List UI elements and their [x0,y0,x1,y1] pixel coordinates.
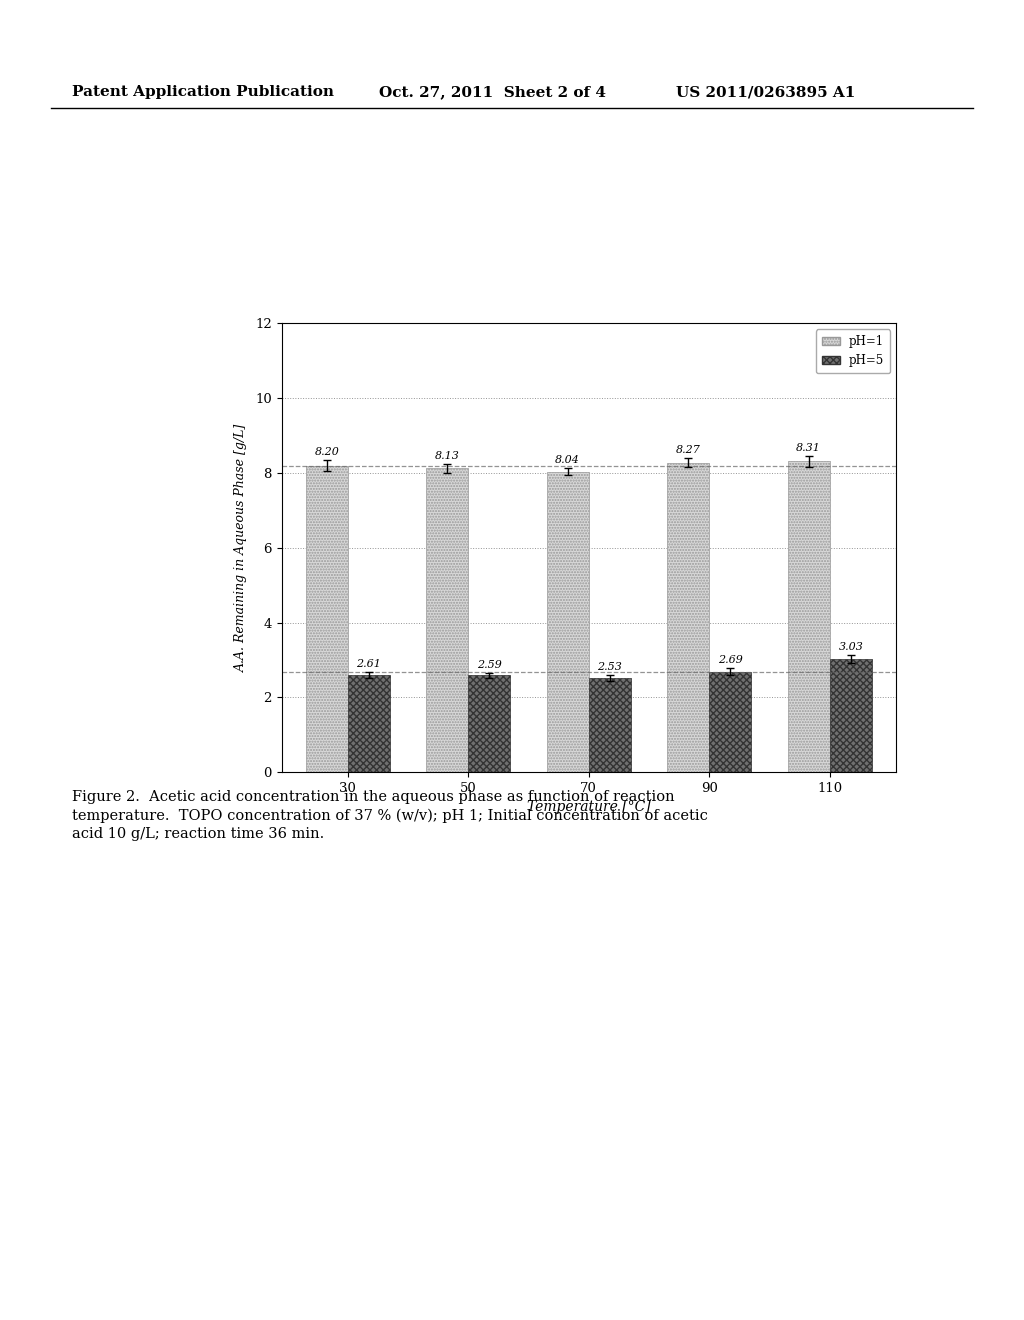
Text: 8.13: 8.13 [435,450,460,461]
Bar [547,471,589,772]
X-axis label: Temperature [°C]: Temperature [°C] [527,800,650,814]
Bar [589,677,631,772]
Text: Patent Application Publication: Patent Application Publication [72,86,334,99]
Text: 8.04: 8.04 [555,455,581,465]
Bar [667,463,710,772]
Y-axis label: A.A. Remaining in Aqueous Phase [g/L]: A.A. Remaining in Aqueous Phase [g/L] [236,424,248,672]
Text: 3.03: 3.03 [839,642,863,652]
Text: 2.59: 2.59 [477,660,502,669]
Text: US 2011/0263895 A1: US 2011/0263895 A1 [676,86,855,99]
Text: Oct. 27, 2011  Sheet 2 of 4: Oct. 27, 2011 Sheet 2 of 4 [379,86,606,99]
Text: 8.31: 8.31 [797,442,821,453]
Bar [787,462,829,772]
Text: 2.61: 2.61 [356,659,381,669]
Bar [426,469,468,772]
Bar [306,466,348,772]
Bar [348,675,390,772]
Text: Figure 2.  Acetic acid concentration in the aqueous phase as function of reactio: Figure 2. Acetic acid concentration in t… [72,789,708,841]
Legend: pH=1, pH=5: pH=1, pH=5 [816,329,890,374]
Bar [829,659,871,772]
Bar [710,672,752,772]
Text: 2.53: 2.53 [597,661,623,672]
Text: 8.27: 8.27 [676,445,700,455]
Text: 8.20: 8.20 [314,447,339,457]
Bar [468,676,511,772]
Text: 2.69: 2.69 [718,655,742,665]
